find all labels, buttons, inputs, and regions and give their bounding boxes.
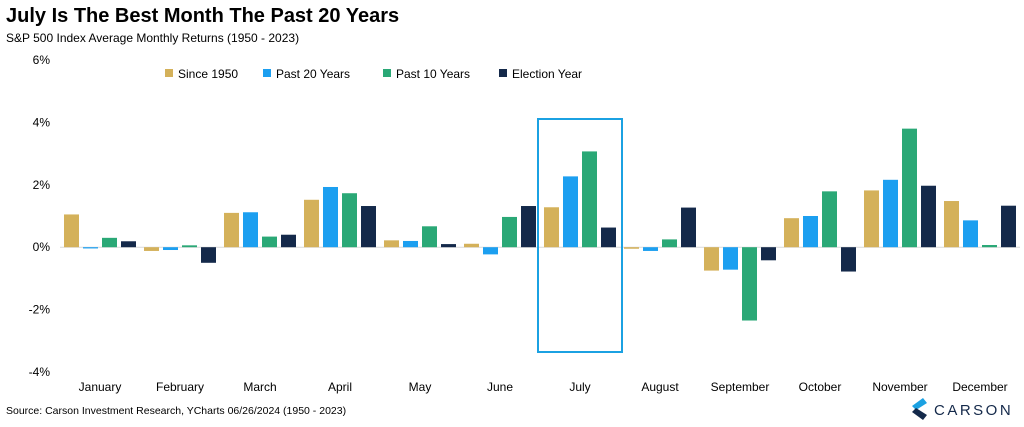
bar-january-since-1950 — [64, 214, 79, 248]
legend-label: Since 1950 — [178, 67, 238, 81]
bar-june-past-20-years — [483, 247, 498, 255]
bar-july-past-20-years — [563, 176, 578, 248]
y-tick-label: 0% — [33, 240, 51, 254]
bar-may-past-10-years — [422, 226, 437, 248]
bar-june-past-10-years — [502, 216, 517, 248]
bar-september-past-10-years — [742, 247, 757, 321]
bar-september-past-20-years — [723, 247, 738, 270]
legend: Since 1950 Past 20 Years Past 10 Years Elec… — [165, 67, 582, 81]
bar-august-election-year — [681, 207, 696, 248]
legend-label: Past 10 Years — [396, 67, 470, 81]
x-tick-label: March — [243, 380, 276, 394]
bar-november-election-year — [921, 185, 936, 248]
bar-january-past-20-years — [83, 247, 98, 249]
bar-february-election-year — [201, 247, 216, 263]
bar-october-election-year — [841, 247, 856, 272]
bar-september-since-1950 — [704, 247, 719, 271]
bar-april-past-20-years — [323, 186, 338, 248]
x-tick-label: August — [641, 380, 679, 394]
bar-march-election-year — [281, 234, 296, 248]
bar-may-since-1950 — [384, 240, 399, 248]
y-tick-label: 2% — [33, 178, 51, 192]
bar-june-since-1950 — [464, 243, 479, 248]
y-tick-label: 4% — [33, 115, 51, 129]
brand-logo: CARSON — [910, 396, 1020, 422]
highlight-box-july — [537, 118, 623, 353]
x-tick-label: January — [79, 380, 122, 394]
chart-subtitle: S&P 500 Index Average Monthly Returns (1… — [6, 31, 300, 45]
bar-august-past-20-years — [643, 247, 658, 251]
x-tick-label: November — [872, 380, 927, 394]
bar-may-election-year — [441, 244, 456, 248]
bar-december-election-year — [1001, 205, 1016, 248]
bar-july-past-10-years — [582, 151, 597, 248]
bar-march-since-1950 — [224, 212, 239, 248]
bar-july-election-year — [601, 227, 616, 248]
x-axis: January February March April May June July Augu… — [79, 380, 1008, 394]
bar-april-since-1950 — [304, 199, 319, 248]
x-tick-label: April — [328, 380, 352, 394]
bar-february-past-10-years — [182, 245, 197, 248]
bar-november-since-1950 — [864, 190, 879, 248]
bar-february-since-1950 — [144, 247, 159, 251]
bar-december-since-1950 — [944, 201, 959, 248]
bar-october-past-20-years — [803, 216, 818, 248]
legend-swatch — [165, 69, 173, 77]
bar-chart: 6% 4% 2% 0% -2% -4% January February March April… — [29, 53, 1020, 394]
bar-october-past-10-years — [822, 191, 837, 248]
bar-november-past-10-years — [902, 128, 917, 248]
x-tick-label: October — [799, 380, 842, 394]
chart-title: July Is The Best Month The Past 20 Years — [6, 5, 400, 27]
bar-april-past-10-years — [342, 193, 357, 248]
x-tick-label: May — [409, 380, 432, 394]
x-tick-label: September — [711, 380, 770, 394]
legend-swatch — [499, 69, 507, 77]
bar-august-since-1950 — [624, 247, 639, 249]
bar-december-past-10-years — [982, 245, 997, 248]
x-tick-label: July — [569, 380, 590, 394]
bar-august-past-10-years — [662, 239, 677, 248]
legend-label: Election Year — [512, 67, 582, 81]
bar-november-past-20-years — [883, 179, 898, 248]
legend-swatch — [383, 69, 391, 77]
bar-february-past-20-years — [163, 247, 178, 251]
bar-december-past-20-years — [963, 220, 978, 248]
bar-september-election-year — [761, 247, 776, 261]
carson-logo-icon — [912, 398, 927, 420]
source-note: Source: Carson Investment Research, YCha… — [6, 405, 347, 417]
x-tick-label: February — [156, 380, 204, 394]
y-axis: 6% 4% 2% 0% -2% -4% — [29, 53, 51, 379]
bar-march-past-20-years — [243, 212, 258, 248]
bar-series-group — [64, 128, 1016, 321]
legend-label: Past 20 Years — [276, 67, 350, 81]
y-tick-label: 6% — [33, 53, 51, 67]
x-tick-label: December — [952, 380, 1007, 394]
bar-may-past-20-years — [403, 240, 418, 248]
y-tick-label: -4% — [29, 365, 51, 379]
bar-january-past-10-years — [102, 237, 117, 248]
bar-october-since-1950 — [784, 218, 799, 248]
bar-march-past-10-years — [262, 236, 277, 248]
y-tick-label: -2% — [29, 303, 51, 317]
bar-april-election-year — [361, 206, 376, 248]
x-tick-label: June — [487, 380, 513, 394]
bar-june-election-year — [521, 206, 536, 248]
legend-swatch — [263, 69, 271, 77]
bar-january-election-year — [121, 241, 136, 248]
bar-july-since-1950 — [544, 207, 559, 248]
brand-name: CARSON — [934, 402, 1013, 419]
